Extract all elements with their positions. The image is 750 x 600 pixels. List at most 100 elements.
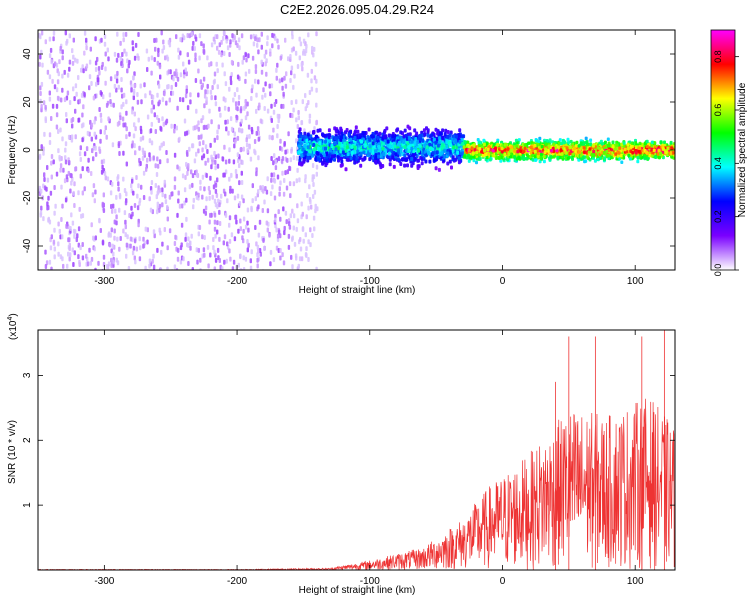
heatmap-cell xyxy=(132,190,135,196)
heatmap-cell xyxy=(301,147,305,152)
heatmap-cell xyxy=(98,146,101,152)
heatmap-cell xyxy=(179,50,182,56)
heatmap-cell xyxy=(237,228,240,234)
heatmap-cell xyxy=(202,247,206,253)
heatmap-cell xyxy=(277,209,280,215)
heatmap-cell xyxy=(452,145,456,150)
heatmap-cell xyxy=(199,79,202,85)
heatmap-cell xyxy=(65,223,68,229)
heatmap-cell xyxy=(130,87,133,93)
heatmap-cell xyxy=(257,248,260,254)
heatmap-cell xyxy=(330,144,334,148)
heatmap-cell xyxy=(515,157,519,161)
heatmap-cell xyxy=(279,180,282,186)
heatmap-cell xyxy=(201,234,204,240)
heatmap-cell xyxy=(179,37,182,43)
heatmap-cell xyxy=(292,155,295,161)
heatmap-cell xyxy=(313,126,316,132)
heatmap-cell xyxy=(266,108,270,114)
heatmap-cell xyxy=(230,59,234,65)
heatmap-cell xyxy=(48,90,51,96)
heatmap-cell xyxy=(193,158,197,164)
heatmap-cell xyxy=(650,147,654,151)
heatmap-cell xyxy=(59,45,62,51)
heatmap-cell xyxy=(292,84,295,90)
heatmap-cell xyxy=(386,139,390,144)
heatmap-cell xyxy=(446,135,450,140)
heatmap-cell xyxy=(180,222,184,228)
heatmap-cell xyxy=(119,236,122,241)
heatmap-cell xyxy=(85,146,89,152)
heatmap-cell xyxy=(218,209,221,215)
heatmap-cell xyxy=(85,45,88,51)
heatmap-cell xyxy=(263,199,266,205)
heatmap-cell xyxy=(151,258,154,264)
heatmap-cell xyxy=(125,161,128,167)
heatmap-cell xyxy=(116,121,120,127)
heatmap-cell xyxy=(584,136,588,141)
heatmap-cell xyxy=(299,237,302,242)
heatmap-cell xyxy=(491,148,495,153)
heatmap-cell xyxy=(150,121,153,127)
heatmap-cell xyxy=(403,145,407,150)
heatmap-cell xyxy=(497,156,501,160)
heatmap-cell xyxy=(173,152,177,158)
heatmap-cell xyxy=(166,245,169,251)
heatmap-cell xyxy=(83,50,86,56)
heatmap-cell xyxy=(315,31,318,37)
heatmap-cell xyxy=(210,61,213,67)
heatmap-cell xyxy=(347,132,351,137)
heatmap-cell xyxy=(322,153,326,158)
heatmap-cell xyxy=(429,146,433,151)
heatmap-cell xyxy=(49,47,53,53)
heatmap-cell xyxy=(52,239,56,245)
heatmap-cell xyxy=(607,143,611,148)
heatmap-cell xyxy=(201,194,204,200)
heatmap-cell xyxy=(216,247,220,253)
heatmap-cell xyxy=(305,43,308,49)
heatmap-cell xyxy=(610,147,614,152)
heatmap-cell xyxy=(133,71,136,77)
heatmap-cell xyxy=(638,141,642,146)
heatmap-cell xyxy=(588,142,592,147)
heatmap-cell xyxy=(48,140,52,145)
heatmap-cell xyxy=(71,247,74,253)
heatmap-cell xyxy=(243,105,246,111)
heatmap-cell xyxy=(195,194,199,200)
heatmap-cell xyxy=(38,61,41,67)
heatmap-cell xyxy=(510,145,514,149)
heatmap-cell xyxy=(494,146,497,150)
heatmap-cell xyxy=(46,201,49,207)
heatmap-cell xyxy=(313,226,316,232)
heatmap-cell xyxy=(257,204,260,210)
heatmap-cell xyxy=(138,201,141,206)
heatmap-cell xyxy=(86,261,90,267)
heatmap-cell xyxy=(421,138,425,143)
heatmap-cell xyxy=(483,148,486,153)
heatmap-cell xyxy=(92,156,95,162)
colorbar-label: Normalized spectral amplitude xyxy=(737,82,748,217)
heatmap-cell xyxy=(315,78,318,84)
heatmap-cell xyxy=(241,160,244,165)
heatmap-cell xyxy=(313,189,317,195)
heatmap-cell xyxy=(480,150,484,154)
heatmap-cell xyxy=(119,56,122,61)
heatmap-cell xyxy=(179,259,183,265)
heatmap-cell xyxy=(330,154,334,159)
heatmap-cell xyxy=(297,115,300,121)
heatmap-cell xyxy=(198,55,201,61)
heatmap-cell xyxy=(519,149,523,153)
heatmap-cell xyxy=(246,111,249,117)
snr-x-tick-label: 0 xyxy=(500,576,506,587)
heatmap-cell xyxy=(131,250,135,256)
heatmap-cell xyxy=(300,62,303,67)
heatmap-cell xyxy=(94,60,98,66)
heatmap-cell xyxy=(103,129,106,135)
heatmap-cell xyxy=(185,88,188,94)
heatmap-cell xyxy=(63,69,66,75)
heatmap-cell xyxy=(149,207,153,213)
heatmap-cell xyxy=(622,144,626,148)
snr-x-tick-label: -200 xyxy=(227,576,247,587)
heatmap-cell xyxy=(154,46,157,52)
heatmap-cell xyxy=(213,137,216,143)
